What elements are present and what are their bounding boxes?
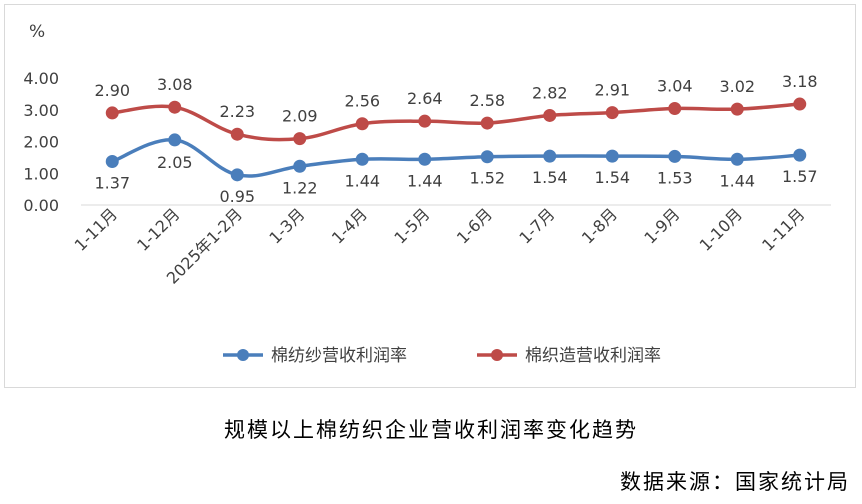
chart-frame: % 0.00 1.00 2.00 3.00 4.00 1-11月 1-12月 2025年1-2月… [4,4,856,388]
y-tick-label: 2.00 [23,133,59,152]
legend-marker-2 [491,349,503,361]
data-label-series-1: 1.52 [469,169,505,188]
data-label-series-1: 0.95 [219,187,255,206]
data-point-series-2 [668,101,682,115]
series-line-2 [110,102,802,142]
data-point-series-1 [793,148,807,162]
data-point-series-2 [793,97,807,111]
data-label-series-2: 2.91 [594,81,630,100]
data-label-series-1: 1.44 [719,171,755,190]
data-point-series-2 [480,116,494,130]
legend-marker-1 [237,349,249,361]
data-point-series-1 [168,133,182,147]
x-tick-label: 1-12月 [133,204,183,254]
x-tick-label: 1-10月 [696,204,746,254]
data-point-series-2 [293,132,307,146]
data-label-series-2: 2.58 [469,91,505,110]
data-point-series-1 [730,152,744,166]
data-point-series-2 [105,106,119,120]
data-point-series-2 [543,108,557,122]
data-label-series-2: 2.56 [344,92,380,111]
data-label-series-1: 1.22 [282,178,318,197]
data-label-series-2: 3.08 [157,75,193,94]
data-source: 数据来源：国家统计局 [620,470,850,494]
x-tick-label: 1-11月 [758,204,808,254]
line-chart: %0.001.002.003.004.001-11月 1-12月2025年1-2月… [23,22,831,366]
data-label-series-1: 1.54 [594,168,630,187]
data-label-series-2: 3.18 [782,72,818,91]
data-label-series-2: 2.90 [94,81,130,100]
data-point-series-1 [668,149,682,163]
x-tick-label: 1-3月 [265,204,308,247]
data-label-series-1: 1.44 [407,171,443,190]
x-tick-label: 1-9月 [640,204,683,247]
x-tick-label: 1-5月 [390,204,433,247]
data-point-series-1 [418,152,432,166]
data-label-series-1: 1.54 [532,168,568,187]
data-label-series-2: 2.82 [532,83,568,102]
data-point-series-1 [480,150,494,164]
y-tick-label: 0.00 [23,196,59,215]
data-point-series-2 [168,100,182,114]
data-label-series-1: 1.37 [94,174,130,193]
x-tick-label: 1-6月 [453,204,496,247]
data-point-series-1 [543,149,557,163]
data-point-series-1 [355,152,369,166]
series-line-1 [110,138,802,178]
y-tick-label: 3.00 [23,101,59,120]
data-label-series-2: 2.64 [407,89,443,108]
data-label-series-1: 1.57 [782,167,818,186]
x-tick-label: 1-11月 [71,204,121,254]
data-label-series-1: 2.05 [157,153,193,172]
data-label-series-1: 1.53 [657,168,693,187]
chart-caption: 规模以上棉纺织企业营收利润率变化趋势 [224,418,638,442]
y-tick-label: 4.00 [23,69,59,88]
data-point-series-2 [605,106,619,120]
data-point-series-1 [230,168,244,182]
data-point-series-2 [418,114,432,128]
legend-label-2: 棉织造营收利润率 [525,346,661,366]
legend-label-1: 棉纺纱营收利润率 [271,346,407,366]
data-label-series-2: 2.23 [219,102,255,121]
data-label-series-2: 3.02 [719,77,755,96]
x-tick-label: 1-7月 [515,204,558,247]
data-point-series-2 [730,102,744,116]
y-tick-label: 1.00 [23,164,59,183]
data-label-series-1: 1.44 [344,171,380,190]
data-label-series-2: 3.04 [657,76,693,95]
data-point-series-2 [230,127,244,141]
data-point-series-1 [605,149,619,163]
y-unit-label: % [29,22,45,42]
x-tick-label: 1-8月 [578,204,621,247]
x-tick-label: 1-4月 [328,204,371,247]
data-point-series-2 [355,117,369,131]
data-point-series-1 [105,155,119,169]
data-label-series-2: 2.09 [282,107,318,126]
data-point-series-1 [293,159,307,173]
